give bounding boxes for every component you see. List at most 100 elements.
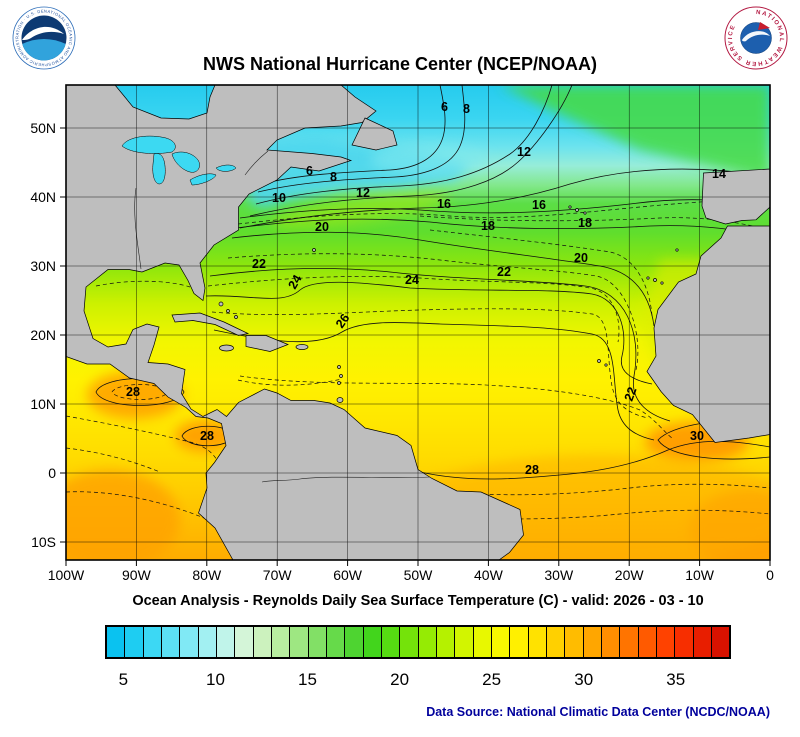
y-tick-label: 40N — [30, 189, 56, 205]
island-bahamas — [218, 301, 224, 307]
contour-line — [429, 229, 653, 317]
island-canary — [660, 281, 664, 285]
contour-label: 26 — [333, 311, 352, 330]
colorbar-tick-label: 20 — [390, 670, 410, 689]
lake-michigan — [152, 153, 166, 185]
island-newfoundland — [351, 117, 398, 151]
contour-line — [207, 276, 620, 343]
noaa-gull-icon — [22, 26, 64, 40]
colorbar-cell — [160, 627, 180, 657]
colorbar-cell — [454, 627, 473, 657]
x-tick-label: 50W — [404, 567, 434, 583]
contour-label: 8 — [330, 170, 337, 184]
island-antilles — [339, 374, 343, 378]
x-tick-label: 30W — [544, 567, 574, 583]
land-iberia — [701, 168, 770, 225]
x-tick-label: 20W — [615, 567, 645, 583]
contour-label: 18 — [481, 219, 495, 233]
colorbar-tick-label: 10 — [206, 670, 225, 689]
river-mississippi — [134, 187, 142, 270]
island-puerto-rico — [295, 344, 309, 350]
colorbar-cell — [124, 627, 143, 657]
contour-label: 18 — [578, 216, 592, 230]
contour-label: 16 — [532, 198, 546, 212]
y-tick-label: 30N — [30, 258, 56, 274]
x-tick-label: 90W — [122, 567, 152, 583]
colorbar-cell — [509, 627, 528, 657]
colorbar-cell — [527, 627, 546, 657]
contour-line — [227, 253, 639, 371]
colorbar-cell — [435, 627, 455, 657]
colorbar-cell — [472, 627, 491, 657]
colorbar-cell — [344, 627, 363, 657]
contour-label: 6 — [306, 164, 313, 178]
river-amazon — [261, 476, 431, 483]
island-cape-verde — [597, 359, 601, 363]
contour-label: 28 — [525, 463, 539, 477]
colorbar-cell — [234, 627, 253, 657]
colorbar-cell — [600, 627, 620, 657]
contour-label: 20 — [315, 220, 329, 234]
colorbar-cell — [692, 627, 711, 657]
colorbar-cell — [619, 627, 638, 657]
contour-label: 20 — [574, 251, 588, 265]
colorbar-cell — [399, 627, 418, 657]
x-axis-labels: 100W 90W 80W 70W 60W 50W 40W 30W 20W 10W… — [48, 567, 774, 583]
rivers — [134, 150, 431, 483]
contour-label: 12 — [356, 186, 370, 200]
y-tick-label: 20N — [30, 327, 56, 343]
x-tick-label: 60W — [333, 567, 363, 583]
contour-line — [66, 491, 233, 541]
contour-label: 22 — [252, 257, 266, 271]
contour-line — [419, 483, 770, 496]
contour-line — [257, 85, 466, 193]
island-madeira — [675, 248, 679, 252]
colorbar-cell — [380, 627, 400, 657]
island-canary — [653, 278, 657, 282]
lake-ontario — [215, 164, 237, 172]
nws-globe-icon — [740, 22, 772, 54]
colorbar-cell — [179, 627, 198, 657]
contour-line — [211, 308, 649, 419]
contour-label: 24 — [405, 273, 419, 287]
x-tick-label: 40W — [474, 567, 504, 583]
colorbar-cell — [490, 627, 510, 657]
page-title: NWS National Hurricane Center (NCEP/NOAA… — [202, 54, 598, 74]
colorbar-cell — [545, 627, 565, 657]
island-bahamas — [234, 315, 238, 319]
colorbar-cell — [270, 627, 290, 657]
y-tick-label: 50N — [30, 120, 56, 136]
contour-label: 10 — [272, 191, 286, 205]
contour-line — [209, 268, 671, 422]
island-azores — [575, 208, 579, 212]
colorbar-cell — [417, 627, 436, 657]
colorbar-cell — [252, 627, 271, 657]
lake-erie — [189, 173, 217, 186]
x-tick-label: 100W — [48, 567, 85, 583]
colorbar-cell — [215, 627, 235, 657]
colorbar-cell — [142, 627, 161, 657]
colorbar-ticks: 5 10 15 20 25 30 35 — [105, 670, 731, 696]
colorbar-cell — [564, 627, 583, 657]
noaa-logo: NATIONAL OCEANIC AND ATMOSPHERIC ADMINIS… — [12, 6, 76, 70]
land-masses — [66, 85, 770, 560]
x-tick-label: 10W — [685, 567, 715, 583]
contour-line — [239, 168, 770, 229]
island-cape-verde — [604, 363, 608, 367]
sst-map: 6 8 12 6 8 12 10 16 16 14 18 18 20 20 22… — [30, 84, 774, 583]
contour-line — [235, 218, 770, 239]
contour-label: 6 — [441, 100, 448, 114]
map-subtitle: Ocean Analysis - Reynolds Daily Sea Surf… — [132, 593, 704, 609]
colorbar-cell — [674, 627, 693, 657]
contour-label: 28 — [200, 429, 214, 443]
y-tick-label: 10N — [30, 396, 56, 412]
land-americas — [66, 85, 524, 560]
colorbar-tick-label: 30 — [574, 670, 594, 689]
x-tick-label: 80W — [192, 567, 222, 583]
contour-line — [66, 447, 161, 473]
y-tick-label: 0 — [48, 465, 56, 481]
y-axis-labels: 50N 40N 30N 20N 10N 0 10S — [30, 120, 56, 550]
land-africa — [646, 225, 770, 443]
island-jamaica — [219, 344, 234, 352]
island-antilles — [337, 381, 341, 385]
